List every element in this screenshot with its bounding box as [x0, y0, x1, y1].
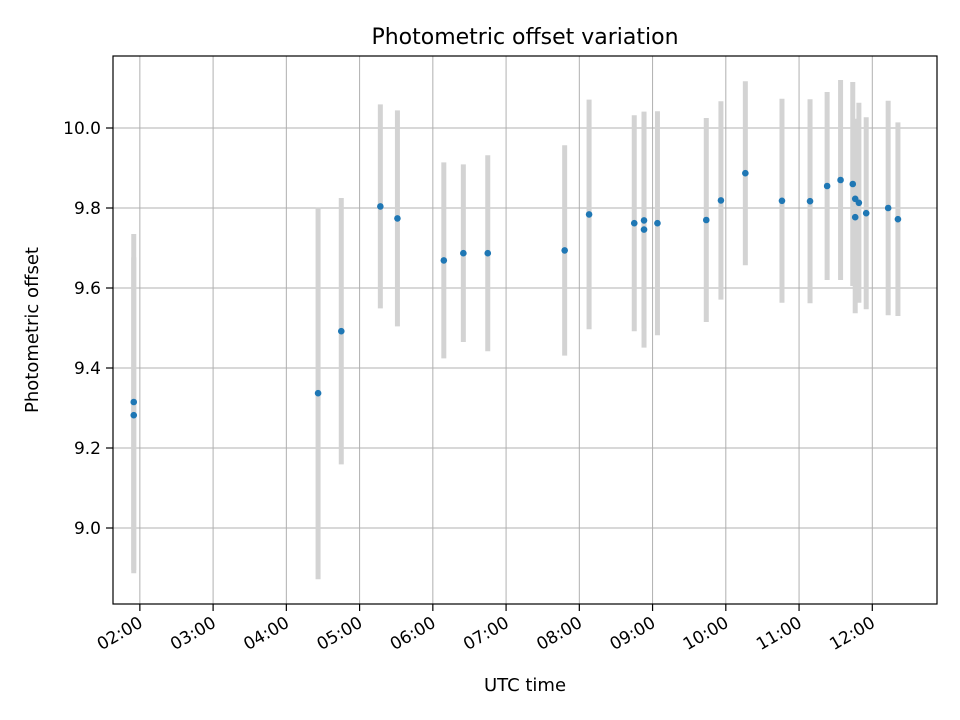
data-point — [484, 249, 492, 257]
y-tick-label: 9.8 — [74, 199, 101, 219]
data-point — [778, 197, 786, 205]
data-point — [640, 217, 648, 224]
data-point — [884, 204, 892, 212]
data-point — [855, 199, 863, 207]
data-point — [630, 219, 638, 227]
data-point — [862, 209, 870, 217]
y-tick-label: 9.2 — [74, 439, 101, 459]
data-point — [894, 215, 902, 223]
data-point — [561, 247, 568, 254]
data-point — [377, 203, 384, 210]
data-point — [823, 182, 831, 190]
data-point — [654, 219, 661, 227]
data-points — [130, 169, 902, 419]
grid-lines — [113, 56, 937, 604]
data-point — [130, 411, 138, 419]
data-point — [314, 389, 322, 397]
y-tick-label: 9.0 — [74, 519, 101, 539]
data-point — [460, 249, 467, 257]
data-point — [702, 216, 710, 224]
data-point — [394, 215, 401, 222]
data-point — [849, 180, 857, 188]
y-tick-label: 9.6 — [74, 279, 101, 299]
data-point — [640, 226, 648, 233]
chart-title: Photometric offset variation — [371, 25, 678, 50]
data-point — [806, 197, 814, 205]
y-axis-ticks: 9.0 9.2 9.4 9.6 9.8 10.0 — [63, 119, 113, 539]
data-point — [717, 197, 725, 204]
data-point — [440, 257, 448, 264]
data-point — [851, 213, 859, 221]
y-axis-label: Photometric offset — [22, 247, 43, 413]
data-point — [837, 176, 844, 184]
data-point — [337, 327, 345, 335]
y-tick-label: 10.0 — [63, 119, 101, 139]
data-point — [585, 211, 593, 218]
x-axis-label: UTC time — [484, 675, 566, 696]
plot-frame — [112, 55, 938, 605]
y-tick-label: 9.4 — [74, 359, 101, 379]
data-point — [742, 169, 749, 177]
data-point — [130, 398, 138, 406]
